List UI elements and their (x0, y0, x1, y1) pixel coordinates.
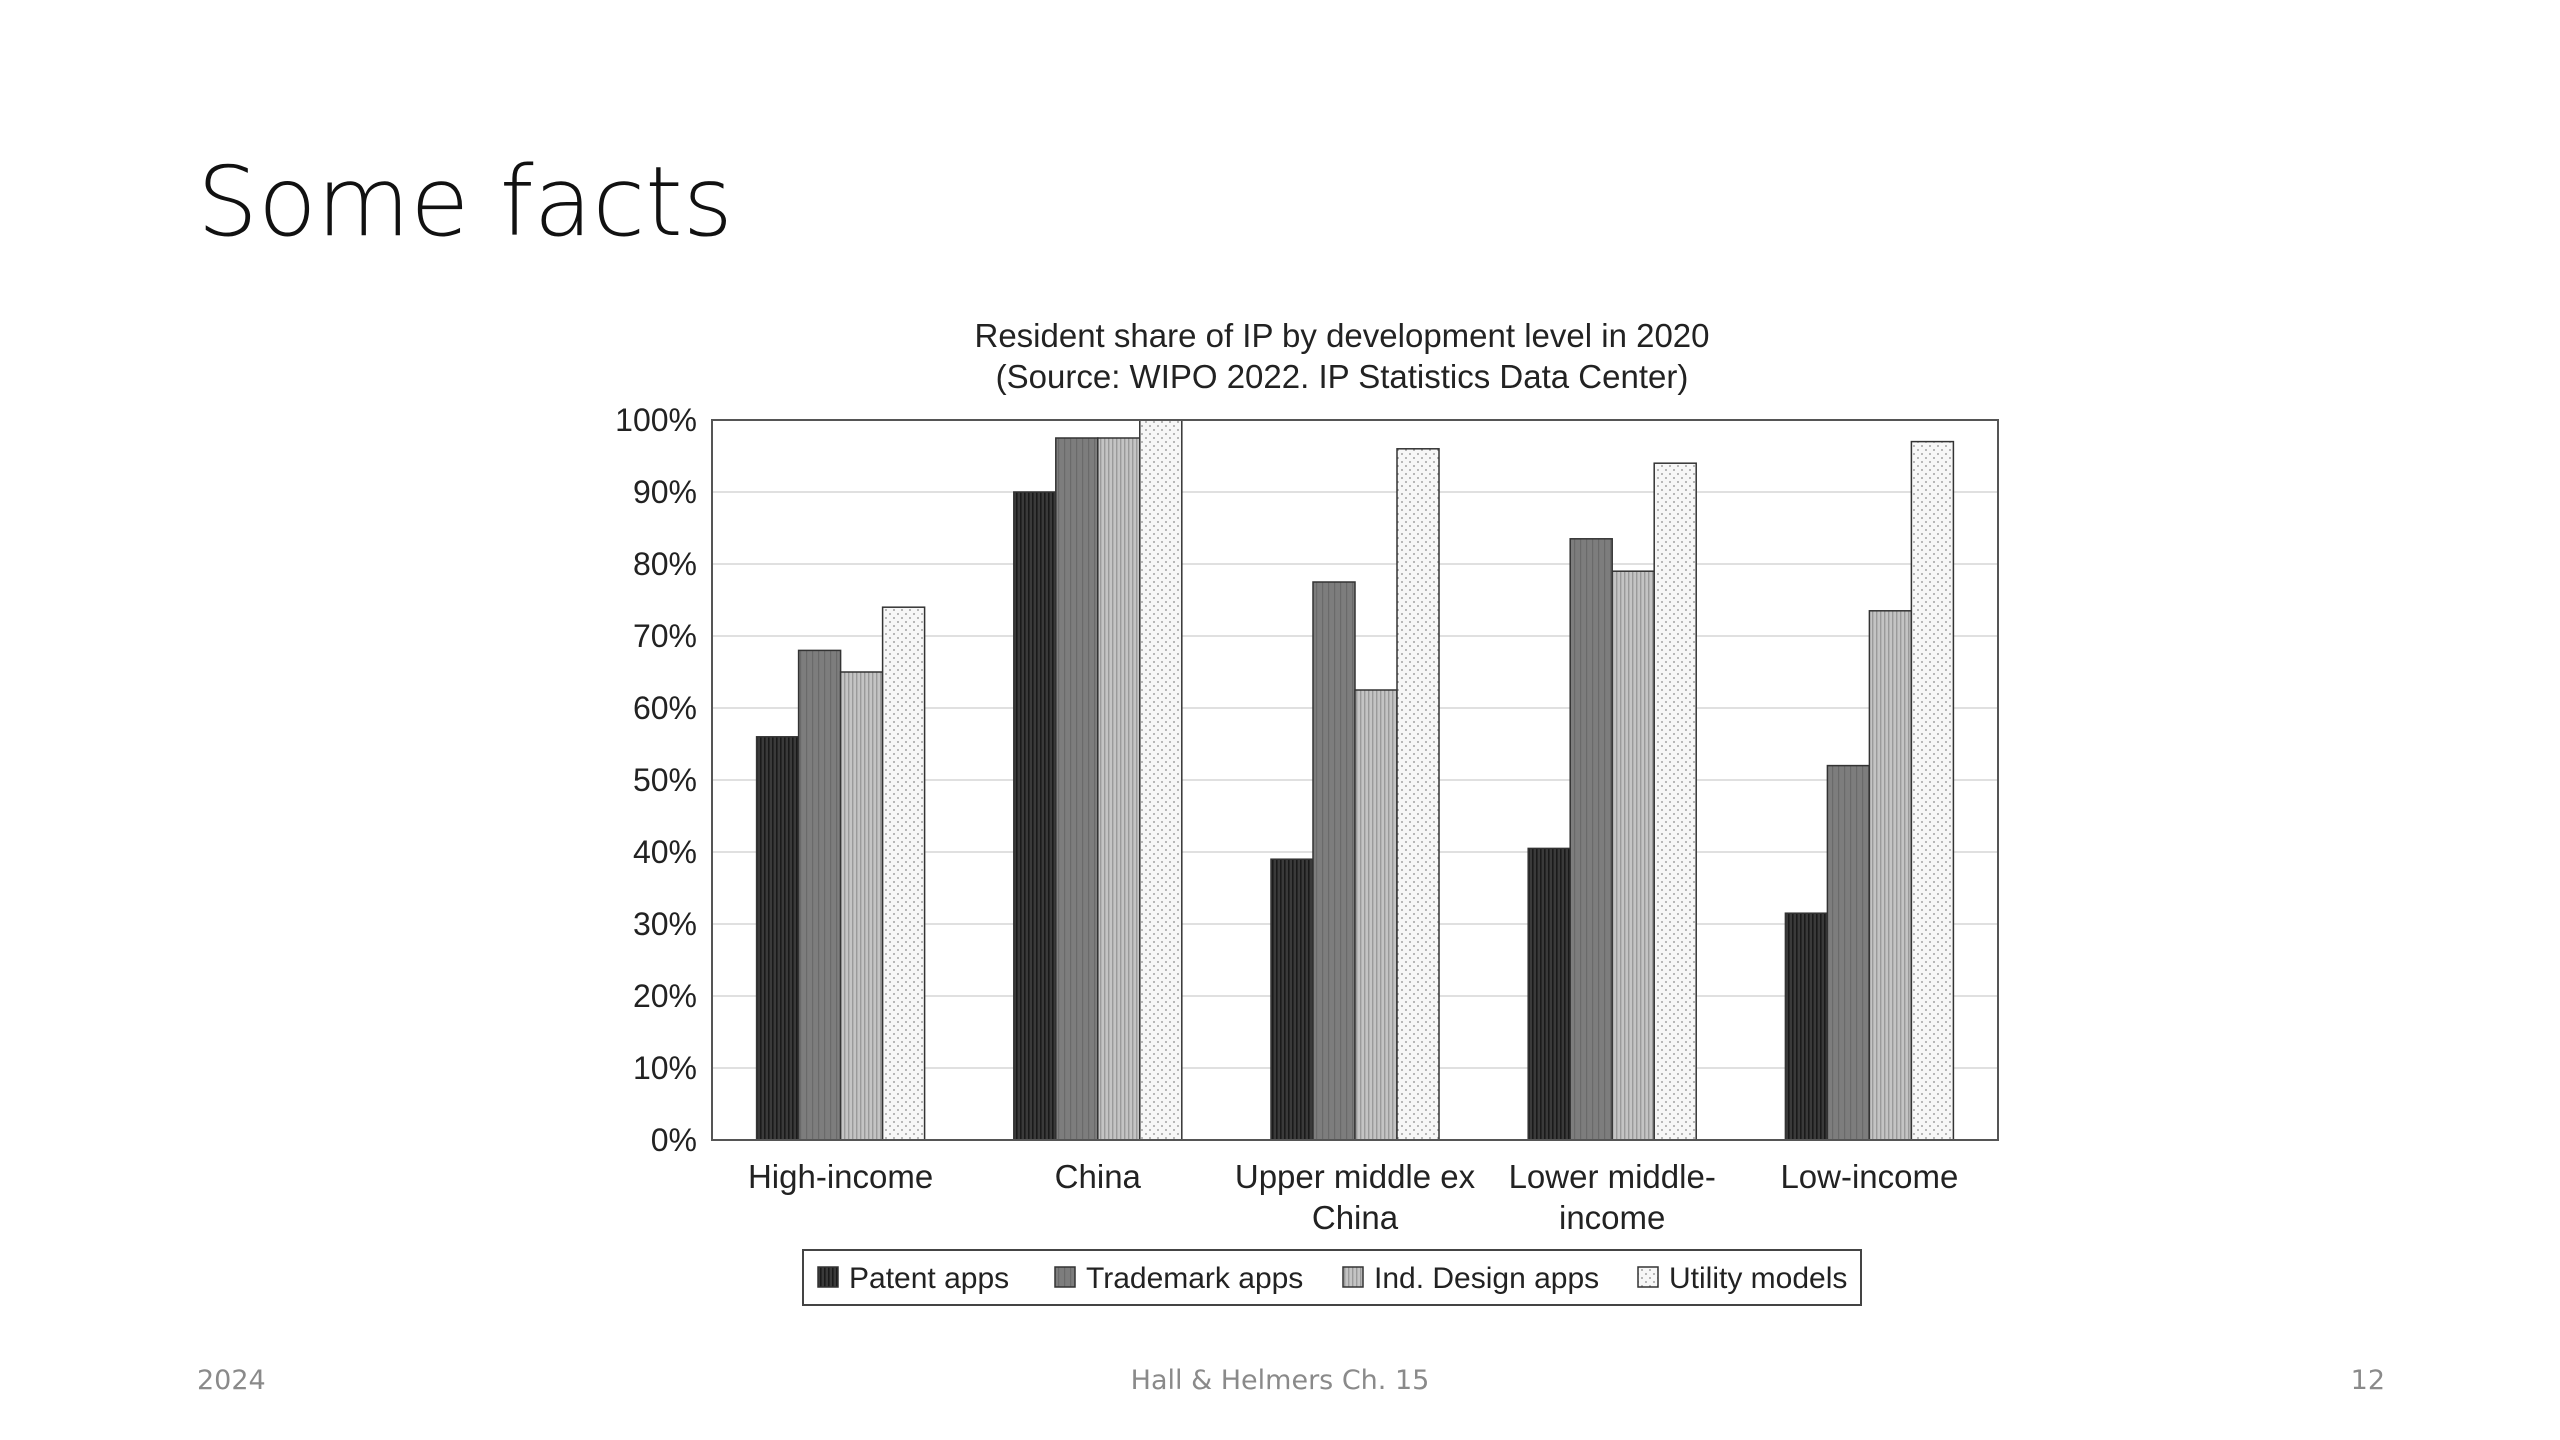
bars (755, 419, 1955, 1141)
x-axis-labels: High-income China Upper middle ex China Lowe… (748, 1158, 1958, 1236)
bar-chart: Resident share of IP by development leve… (615, 317, 1999, 1306)
slide-number: 12 (2350, 1365, 2385, 1396)
bar-ind-design-apps (1868, 610, 1913, 1141)
footer-year: 2024 (197, 1365, 266, 1396)
legend-label: Trademark apps (1086, 1262, 1303, 1295)
y-tick-label: 100% (615, 402, 697, 438)
y-tick-label: 40% (633, 834, 697, 870)
bar-trademark-apps (1312, 581, 1356, 1141)
y-tick-label: 50% (633, 762, 697, 798)
bar-patent-apps (755, 736, 800, 1141)
legend: Patent apps Trademark apps Ind. Design app… (802, 1249, 1862, 1306)
bar-patent-apps (1270, 858, 1314, 1141)
bar-utility-models (881, 606, 926, 1141)
legend-swatch (817, 1266, 839, 1288)
bar-trademark-apps (1569, 538, 1613, 1141)
bar-ind-design-apps (1611, 570, 1655, 1141)
x-tick-label: Low-income (1780, 1158, 1958, 1195)
bar-ind-design-apps (1354, 689, 1398, 1141)
y-tick-label: 60% (633, 690, 697, 726)
legend-swatch (1637, 1266, 1659, 1288)
x-tick-label: income (1559, 1199, 1665, 1236)
bar-patent-apps (1013, 491, 1057, 1141)
chart-title: Resident share of IP by development leve… (974, 317, 1709, 354)
y-tick-label: 70% (633, 618, 697, 654)
plot-frame (711, 419, 1999, 1141)
legend-box (802, 1249, 1862, 1306)
x-tick-label: Lower middle- (1509, 1158, 1716, 1195)
bar-patent-apps (1527, 847, 1571, 1141)
legend-label: Utility models (1669, 1262, 1847, 1295)
bar-trademark-apps (1055, 437, 1099, 1141)
chart-subtitle: (Source: WIPO 2022. IP Statistics Data C… (996, 358, 1689, 395)
x-tick-label: High-income (748, 1158, 933, 1195)
bar-utility-models (1653, 462, 1697, 1141)
y-tick-label: 20% (633, 978, 697, 1014)
chart-container: Resident share of IP by development leve… (560, 300, 2000, 1320)
legend-swatch (1342, 1266, 1364, 1288)
y-tick-label: 80% (633, 546, 697, 582)
bar-utility-models (1910, 440, 1955, 1141)
legend-label: Patent apps (849, 1262, 1009, 1295)
y-axis-labels: 0% 10% 20% 30% 40% 50% 60% 70% 80% 90% 100% (615, 402, 697, 1158)
bar-ind-design-apps (839, 671, 884, 1141)
footer-citation: Hall & Helmers Ch. 15 (1130, 1365, 1430, 1396)
bar-patent-apps (1784, 912, 1829, 1141)
slide-title: Some facts (197, 146, 733, 258)
y-tick-label: 10% (633, 1050, 697, 1086)
x-tick-label: Upper middle ex (1235, 1158, 1476, 1195)
x-tick-label: China (1312, 1199, 1399, 1236)
y-tick-label: 0% (651, 1122, 697, 1158)
legend-swatch (1054, 1266, 1076, 1288)
bar-utility-models (1396, 448, 1440, 1141)
y-tick-label: 90% (633, 474, 697, 510)
bar-utility-models (1139, 419, 1183, 1141)
x-tick-label: China (1055, 1158, 1142, 1195)
bar-trademark-apps (797, 649, 842, 1141)
y-tick-label: 30% (633, 906, 697, 942)
bar-ind-design-apps (1097, 437, 1141, 1141)
bar-trademark-apps (1826, 764, 1871, 1141)
legend-label: Ind. Design apps (1374, 1262, 1599, 1295)
